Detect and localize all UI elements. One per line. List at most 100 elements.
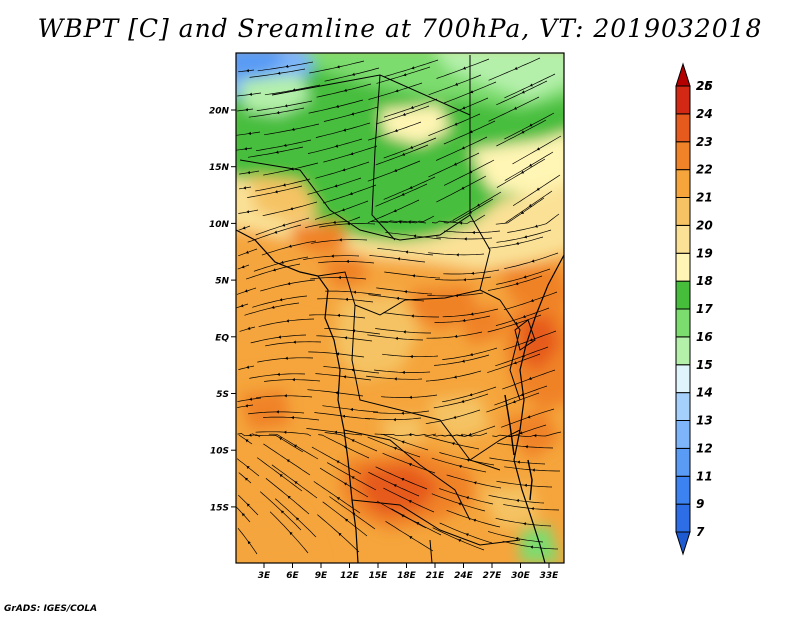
lon-label: 30E xyxy=(511,571,531,581)
country-boundaries xyxy=(236,55,564,563)
lat-label: 10S xyxy=(210,447,229,457)
streamline-arrow xyxy=(402,112,406,116)
colorbar-label: 14 xyxy=(696,386,713,400)
streamline-arrow xyxy=(461,146,465,150)
streamline-arrow xyxy=(533,434,537,438)
streamline-arrow xyxy=(244,147,247,151)
streamline-arrow xyxy=(284,104,288,108)
colorbar-segment xyxy=(675,280,691,310)
streamline-arrow xyxy=(409,395,412,399)
streamline-arrow xyxy=(395,336,398,341)
streamline-arrow xyxy=(336,352,340,356)
streamline-arrow xyxy=(249,397,253,401)
lon-label: 21E xyxy=(426,571,446,581)
streamline-arrow xyxy=(395,89,399,93)
streamline-arrow xyxy=(335,104,339,108)
latitude-axis: 20N 15N 10N 5N EQ 5S 10S 15S xyxy=(209,107,236,513)
streamline-arrow xyxy=(458,464,462,469)
streamline-arrow xyxy=(393,418,396,422)
streamline-arrow xyxy=(351,72,355,76)
streamline-arrow xyxy=(286,319,289,323)
streamline-arrow xyxy=(277,372,280,376)
streamline-arrow xyxy=(338,532,342,536)
streamline-arrow xyxy=(413,234,417,238)
colorbar-segment xyxy=(675,392,691,421)
streamline-arrow xyxy=(530,545,533,549)
streamline-arrow xyxy=(336,65,340,69)
streamline-arrow xyxy=(397,257,401,261)
streamline-arrow xyxy=(451,442,455,446)
streamline-arrow xyxy=(521,90,525,94)
lat-label: EQ xyxy=(215,333,229,343)
streamline-arrow xyxy=(405,250,409,254)
streamline-arrow xyxy=(341,208,345,212)
streamline-arrow xyxy=(521,130,525,134)
lon-label: 33E xyxy=(540,571,560,581)
streamline-arrow xyxy=(394,377,397,381)
streamline-arrow xyxy=(409,185,413,189)
colorbar-segment xyxy=(675,475,691,505)
streamline-arrow xyxy=(242,226,246,230)
streamline-arrow xyxy=(454,334,458,338)
lon-label: 18E xyxy=(397,571,417,581)
streamline-arrow xyxy=(524,483,527,487)
streamline-arrow xyxy=(520,210,525,214)
streamline-arrow xyxy=(292,378,295,382)
streamline-arrow xyxy=(514,66,518,70)
border-line xyxy=(271,55,471,116)
streamline-arrow xyxy=(245,108,248,112)
colorbar-segment xyxy=(675,364,691,394)
streamline-arrow xyxy=(534,224,538,228)
streamline-arrow xyxy=(462,318,466,323)
streamline-arrow xyxy=(529,83,533,87)
streamline-arrow xyxy=(471,271,475,275)
streamline-arrow xyxy=(462,66,466,70)
streamline-arrow xyxy=(248,433,252,437)
lat-label: 5S xyxy=(216,390,229,400)
streamline-arrow xyxy=(291,127,295,131)
streamlines xyxy=(236,57,562,555)
streamline-arrow xyxy=(473,518,477,522)
streamline-arrow xyxy=(398,220,402,224)
streamline-arrow xyxy=(407,220,411,224)
streamline-arrow xyxy=(277,71,281,75)
streamline-arrow xyxy=(336,460,340,464)
streamline-arrow xyxy=(293,340,296,344)
streamline-arrow xyxy=(411,314,414,318)
streamline-arrow xyxy=(343,88,347,92)
streamline-arrow xyxy=(351,112,355,116)
streamline-arrow xyxy=(246,69,249,73)
streamline-arrow xyxy=(346,259,349,264)
streamline-arrow xyxy=(461,399,465,403)
streamline-arrow xyxy=(464,237,467,241)
colorbar-segment xyxy=(675,224,691,254)
map-title: WBPT [C] and Sreamline at 700hPa, VT: 20… xyxy=(37,14,763,43)
colorbar-label: 13 xyxy=(696,414,713,428)
streamline-arrow xyxy=(335,391,339,395)
colorbar-segment xyxy=(675,503,691,533)
map-frame xyxy=(235,52,565,564)
streamline-arrow xyxy=(339,238,342,242)
colorbar-segment xyxy=(675,420,691,449)
streamline-arrow xyxy=(523,522,527,526)
colorbar-lower-arrow xyxy=(675,531,691,556)
border-line xyxy=(499,299,521,401)
streamline-arrow xyxy=(453,162,457,166)
border-line xyxy=(317,271,481,316)
streamline-arrow xyxy=(515,537,519,541)
streamline-arrow xyxy=(245,250,249,254)
streamline-arrow xyxy=(402,370,405,375)
streamline-arrow xyxy=(247,326,251,330)
streamline-arrow xyxy=(401,192,405,196)
lat-label: 20N xyxy=(209,107,230,117)
streamline-arrow xyxy=(394,168,398,172)
streamline-arrow xyxy=(345,297,348,302)
streamline-arrow xyxy=(296,517,300,521)
colorbar-label: 7 xyxy=(696,525,705,539)
streamline-arrow xyxy=(522,315,526,319)
border-line xyxy=(469,115,501,301)
streamline-arrow xyxy=(468,432,472,436)
streamline-arrow xyxy=(403,73,407,77)
streamline-arrow xyxy=(286,459,290,463)
streamline-arrow xyxy=(530,299,534,303)
